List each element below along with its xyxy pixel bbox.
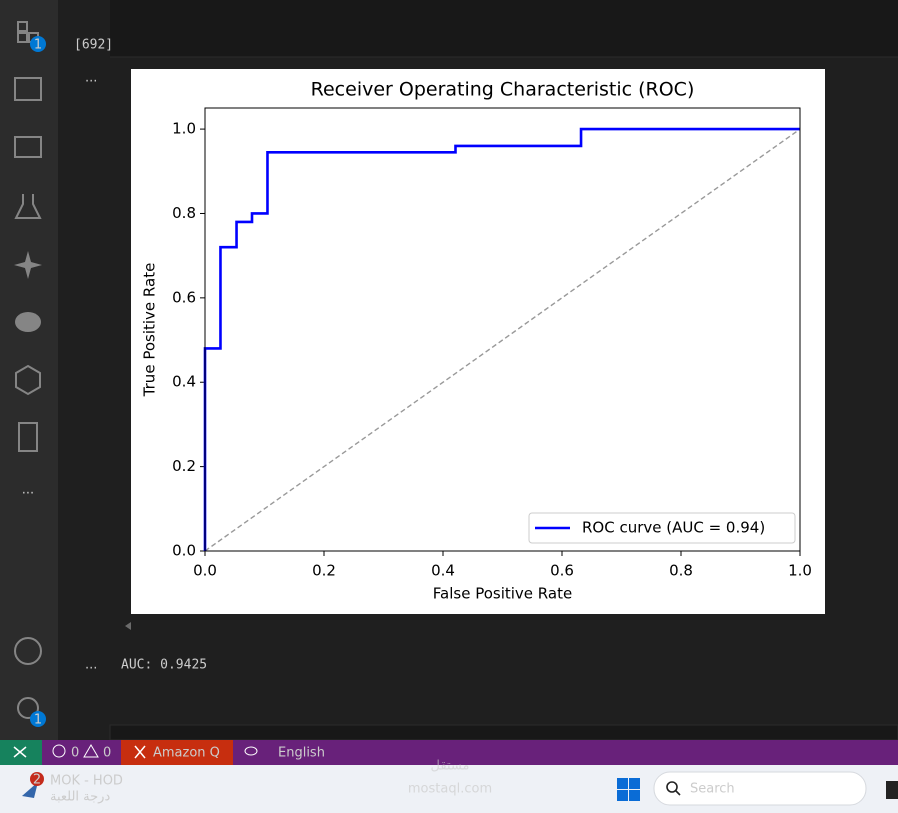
output-menu[interactable]: ... <box>85 71 97 86</box>
testing-icon[interactable] <box>14 194 42 219</box>
docker-icon[interactable] <box>15 312 41 332</box>
x-tick-label: 0.0 <box>193 562 217 580</box>
chart: Receiver Operating Characteristic (ROC) F… <box>141 79 812 603</box>
axes-frame <box>204 107 801 552</box>
extensions-icon-part <box>17 32 28 43</box>
search-placeholder: Search <box>690 782 735 797</box>
y-tick-label: 0.2 <box>172 457 196 475</box>
extensions-icon[interactable] <box>17 21 28 32</box>
badge-count: 2 <box>33 773 41 788</box>
eye-icon <box>244 746 258 756</box>
y-tick-label: 0.4 <box>172 373 196 391</box>
ai-icon[interactable] <box>14 251 42 279</box>
app-icon[interactable] <box>22 782 38 798</box>
series-line <box>203 127 800 551</box>
scroll-arrow[interactable] <box>125 622 131 630</box>
logo-part <box>617 778 628 789</box>
aws-icon[interactable] <box>15 364 41 396</box>
settings-icon[interactable] <box>17 697 39 719</box>
badge-count: 1 <box>34 38 42 53</box>
series-line <box>204 128 801 552</box>
close-icon <box>134 745 146 759</box>
y-tick-label: 0.6 <box>172 288 196 306</box>
badge <box>30 36 46 52</box>
legend-box <box>528 512 796 544</box>
badge <box>30 711 46 727</box>
legend-label: ROC curve (AUC = 0.94) <box>582 519 765 537</box>
search-icon <box>666 781 678 793</box>
logo-part <box>617 790 628 801</box>
x-tick-label: 0.4 <box>431 562 455 580</box>
x-tick-label: 0.8 <box>669 562 693 580</box>
data-icon[interactable] <box>14 77 42 101</box>
badge-count: 1 <box>34 713 42 728</box>
watermark-site: mostaql.com <box>408 782 492 797</box>
search-icon <box>675 790 681 796</box>
y-tick-label: 1.0 <box>172 120 196 138</box>
badge <box>30 772 44 786</box>
remote-icon <box>13 746 27 758</box>
activity-icons: 1 ··· 1 <box>14 21 46 728</box>
logo-part <box>629 790 640 801</box>
tray-icon[interactable] <box>886 781 898 799</box>
activity-bar <box>0 0 58 740</box>
execution-count: [692] <box>74 38 113 53</box>
search-box[interactable] <box>653 771 867 806</box>
error-count[interactable]: 0 <box>71 746 79 761</box>
y-axis-label: True Positive Rate <box>141 263 159 398</box>
app-subtitle: درجة اللعبة <box>50 790 110 805</box>
next-cell <box>109 724 898 741</box>
x-tick-label: 1.0 <box>788 562 812 580</box>
amazon-q: Amazon Q <box>153 746 220 761</box>
error-icon <box>52 744 66 758</box>
warning-icon <box>83 744 99 758</box>
watermark-name: مستقل <box>431 759 470 774</box>
code-cell <box>110 0 898 57</box>
account-icon[interactable] <box>14 637 42 665</box>
chart-title: Receiver Operating Characteristic (ROC) <box>311 79 695 101</box>
logo-part <box>629 778 640 789</box>
language[interactable]: English <box>278 746 325 761</box>
warning-count[interactable]: 0 <box>103 746 111 761</box>
x-tick-label: 0.6 <box>550 562 574 580</box>
x-axis-label: False Positive Rate <box>433 585 572 603</box>
notebook-icon[interactable] <box>18 422 38 452</box>
start-button[interactable] <box>617 778 640 801</box>
remote-icon[interactable] <box>14 136 42 158</box>
y-tick-label: 0.8 <box>172 204 196 222</box>
y-tick-label: 0.0 <box>172 542 196 560</box>
output-menu[interactable]: ... <box>85 658 97 673</box>
x-tick-label: 0.2 <box>312 562 336 580</box>
more-icon[interactable]: ··· <box>22 487 34 502</box>
app-title: MOK - HOD <box>50 774 123 789</box>
text-output: AUC: 0.9425 <box>121 658 207 673</box>
